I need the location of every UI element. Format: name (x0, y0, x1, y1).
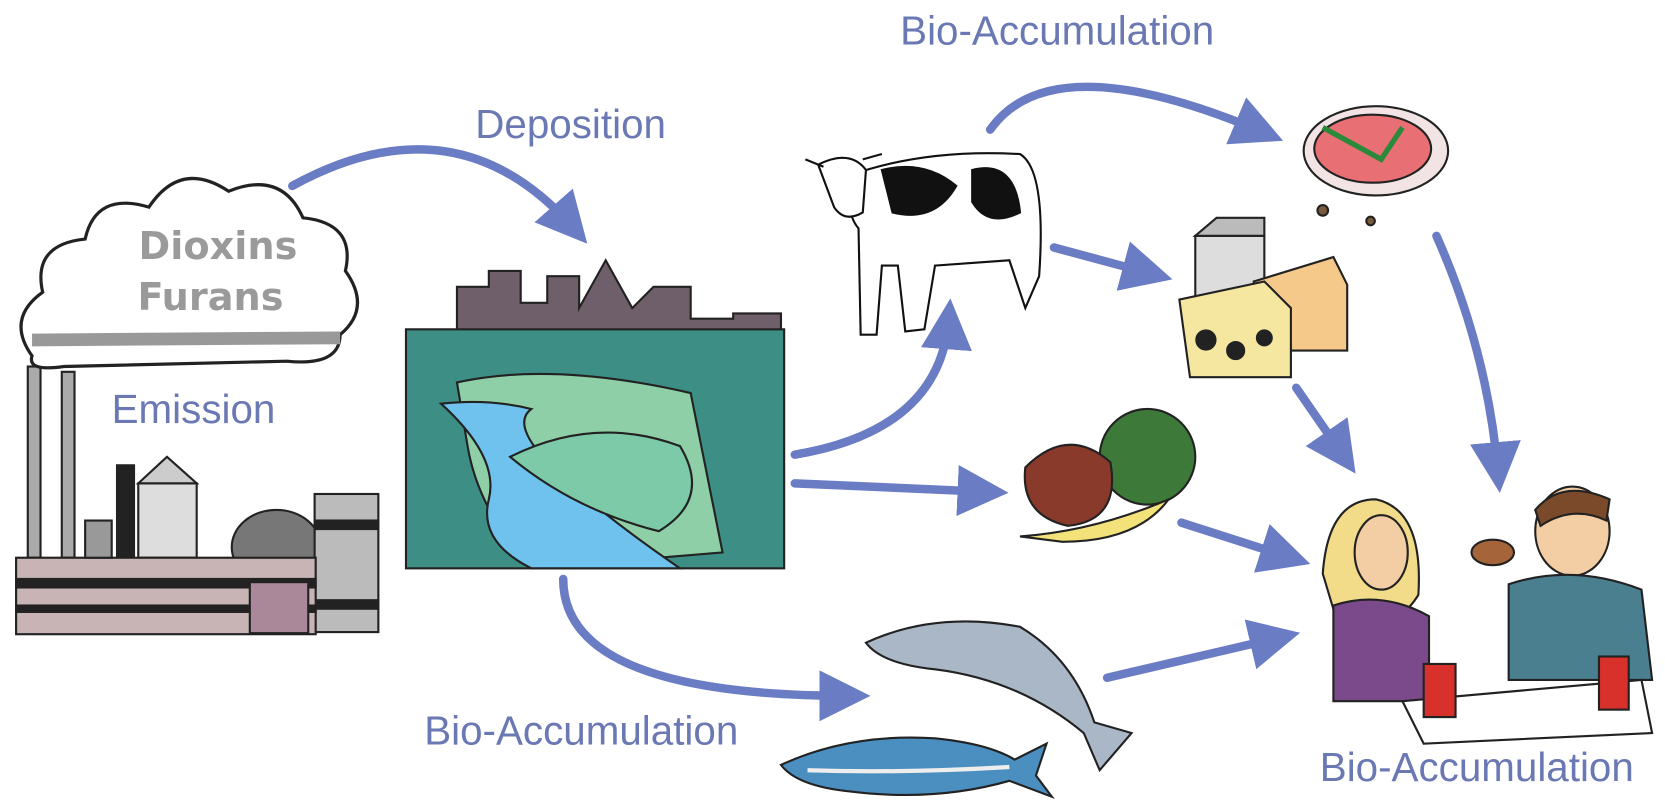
label: Bio-Accumulation (1320, 744, 1634, 790)
meat (1304, 106, 1448, 225)
produce (1020, 409, 1195, 542)
arrow (1436, 236, 1498, 473)
cloud-shade (32, 338, 340, 340)
people (1323, 487, 1652, 744)
arrow (1107, 637, 1280, 677)
diagram: Dioxins Furans (0, 0, 1665, 801)
fish (781, 621, 1132, 796)
landscape (406, 260, 784, 568)
arrow (1181, 523, 1290, 558)
page: {"cloud": {"lines": ["Dioxins", "Furans"… (0, 0, 1665, 801)
cloud-text: Dioxins (139, 225, 298, 269)
cloud-text: Furans (137, 276, 283, 320)
arrow (292, 149, 574, 228)
arrow (795, 319, 949, 455)
arrow (1054, 248, 1153, 275)
label: Deposition (475, 101, 666, 147)
label: Emission (112, 386, 276, 432)
arrow (990, 87, 1264, 133)
arrow (795, 483, 988, 491)
cow (805, 153, 1040, 334)
dairy (1179, 218, 1347, 377)
label: Bio-Accumulation (424, 708, 738, 754)
arrow (1296, 388, 1344, 457)
arrow (563, 579, 850, 696)
label: Bio-Accumulation (900, 8, 1214, 54)
